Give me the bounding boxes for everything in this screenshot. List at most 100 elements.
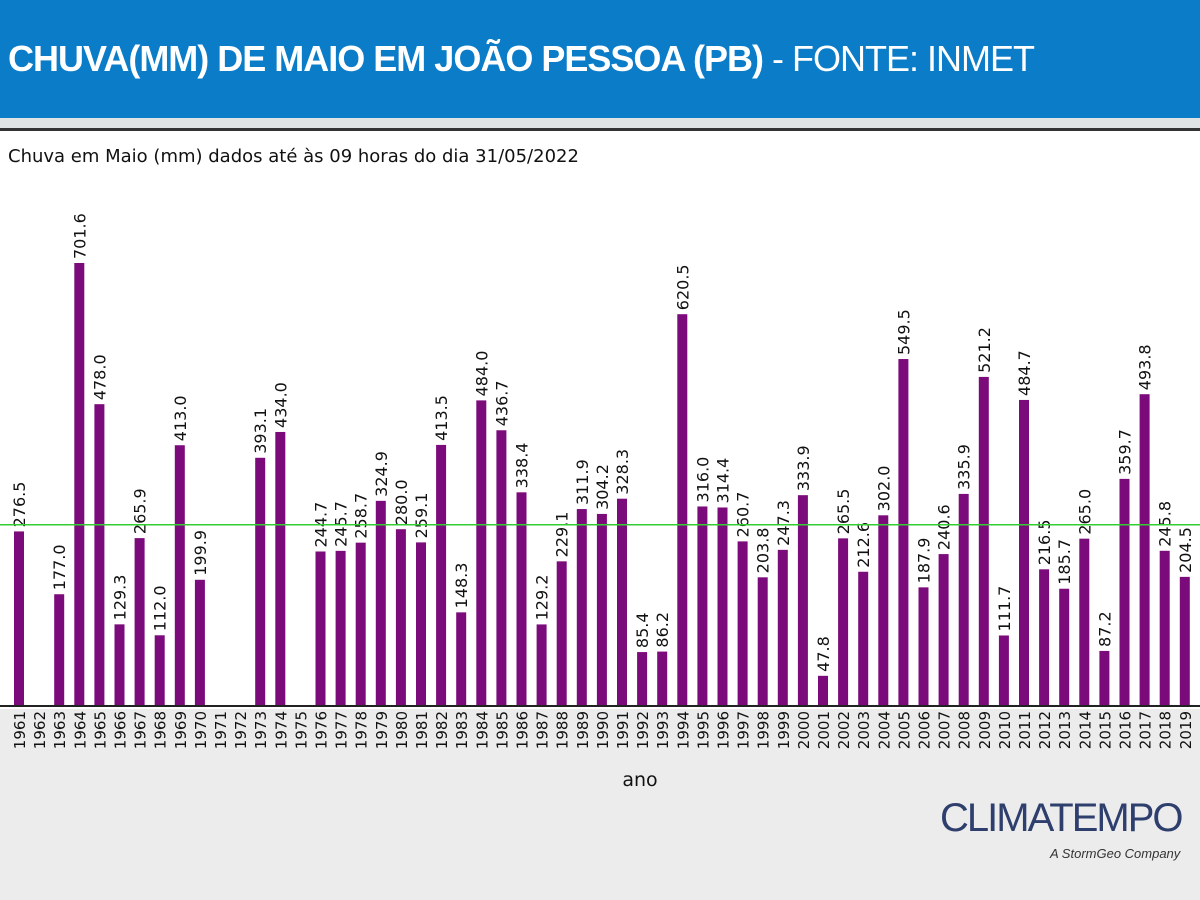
- climatempo-logo: CLIMATEMPO: [940, 796, 1184, 840]
- data-label-2015: 87.2: [1095, 611, 1114, 647]
- x-tick-label-1998: 1998: [755, 711, 773, 749]
- data-label-2017: 493.8: [1136, 344, 1155, 390]
- x-axis-label: ano: [622, 769, 657, 791]
- bar-2010: [998, 635, 1009, 706]
- bar-1994: [677, 314, 688, 706]
- data-label-1963: 177.0: [50, 544, 69, 590]
- bar-1999: [777, 549, 788, 706]
- x-tick-label-1965: 1965: [91, 711, 109, 749]
- bar-2009: [978, 376, 989, 706]
- data-label-1995: 316.0: [693, 457, 712, 503]
- x-tick-label-2018: 2018: [1157, 711, 1175, 749]
- bar-2000: [797, 495, 808, 706]
- page-title: CHUVA(MM) DE MAIO EM JOÃO PESSOA (PB) - …: [8, 38, 1192, 80]
- data-label-1980: 280.0: [392, 479, 411, 525]
- bar-1998: [757, 577, 768, 706]
- x-tick-label-1992: 1992: [634, 711, 652, 749]
- bar-2017: [1139, 394, 1150, 706]
- x-tick-label-1987: 1987: [534, 711, 552, 749]
- data-label-2000: 333.9: [794, 445, 813, 491]
- x-tick-label-2009: 2009: [976, 711, 994, 749]
- data-label-1986: 338.4: [513, 443, 532, 489]
- data-label-2019: 204.5: [1176, 527, 1195, 573]
- data-label-2004: 302.0: [874, 466, 893, 512]
- data-label-2012: 216.5: [1035, 519, 1054, 565]
- x-tick-label-1995: 1995: [694, 711, 712, 749]
- x-tick-label-2015: 2015: [1096, 711, 1114, 749]
- data-label-1970: 199.9: [191, 530, 210, 576]
- data-label-1996: 314.4: [714, 458, 733, 504]
- title-main: CHUVA(MM) DE MAIO EM JOÃO PESSOA (PB): [8, 38, 764, 79]
- bar-2016: [1119, 478, 1130, 706]
- bar-2004: [878, 515, 889, 706]
- data-label-1974: 434.0: [271, 382, 290, 428]
- data-label-1989: 311.9: [573, 459, 592, 505]
- bar-2001: [818, 675, 828, 706]
- x-tick-label-1985: 1985: [493, 711, 511, 749]
- bar-1966: [114, 624, 125, 706]
- x-tick-label-1977: 1977: [333, 711, 351, 749]
- x-tick-label-2008: 2008: [956, 711, 974, 749]
- data-label-2007: 240.6: [935, 504, 954, 550]
- x-tick-label-2019: 2019: [1177, 711, 1195, 749]
- x-tick-label-1973: 1973: [252, 711, 270, 749]
- bar-2013: [1059, 588, 1070, 706]
- data-label-2003: 212.6: [854, 522, 873, 568]
- data-label-2006: 187.9: [915, 538, 934, 584]
- data-label-1992: 85.4: [633, 612, 652, 648]
- x-tick-label-1979: 1979: [373, 711, 391, 749]
- x-tick-label-1961: 1961: [11, 711, 29, 749]
- bar-2012: [1039, 569, 1050, 706]
- header-banner: CHUVA(MM) DE MAIO EM JOÃO PESSOA (PB) - …: [0, 0, 1200, 118]
- bar-1986: [516, 492, 527, 706]
- data-label-2013: 185.7: [1055, 539, 1074, 585]
- x-tick-label-1986: 1986: [514, 711, 532, 749]
- bar-1991: [617, 498, 627, 706]
- bar-1961: [14, 531, 24, 706]
- data-label-1961: 276.5: [10, 482, 29, 528]
- bar-2018: [1159, 550, 1170, 706]
- x-tick-label-2013: 2013: [1056, 711, 1074, 749]
- data-label-1977: 245.7: [332, 501, 351, 547]
- x-tick-label-1966: 1966: [112, 711, 130, 749]
- data-label-1988: 229.1: [553, 512, 572, 558]
- x-tick-label-1993: 1993: [654, 711, 672, 749]
- chart-title: Chuva em Maio (mm) dados até às 09 horas…: [8, 146, 579, 167]
- data-label-1983: 148.3: [452, 563, 471, 609]
- x-tick-label-1997: 1997: [735, 711, 753, 749]
- bar-1973: [255, 457, 266, 706]
- data-label-1991: 328.3: [613, 449, 632, 495]
- bar-1981: [416, 542, 426, 706]
- data-label-1982: 413.5: [432, 395, 451, 441]
- data-label-2014: 265.0: [1075, 489, 1094, 535]
- bar-1987: [536, 624, 547, 706]
- data-label-2001: 47.8: [814, 636, 833, 672]
- bar-1979: [375, 500, 386, 706]
- x-tick-label-2011: 2011: [1016, 711, 1034, 749]
- header-divider: [0, 118, 1200, 131]
- bar-2005: [898, 359, 909, 706]
- x-tick-label-1991: 1991: [614, 711, 632, 749]
- bar-1970: [194, 579, 205, 706]
- title-source: - FONTE: INMET: [763, 38, 1035, 79]
- bar-1982: [436, 444, 447, 706]
- bar-1980: [395, 529, 406, 706]
- x-tick-label-1978: 1978: [353, 711, 371, 749]
- bar-1983: [456, 612, 467, 706]
- x-tick-label-1972: 1972: [232, 711, 250, 749]
- bar-2015: [1099, 650, 1110, 706]
- x-tick-label-2012: 2012: [1036, 711, 1054, 749]
- data-label-1966: 129.3: [111, 575, 130, 621]
- data-label-1998: 203.8: [754, 528, 773, 574]
- x-tick-label-2000: 2000: [795, 711, 813, 749]
- bar-1967: [134, 538, 145, 706]
- data-label-1993: 86.2: [653, 612, 672, 648]
- bar-2014: [1079, 538, 1090, 706]
- x-tick-label-1981: 1981: [413, 711, 431, 749]
- bar-2003: [858, 571, 869, 706]
- bar-1969: [174, 445, 185, 706]
- data-label-1973: 393.1: [251, 408, 270, 454]
- data-label-1965: 478.0: [90, 354, 109, 400]
- bar-2011: [1019, 399, 1029, 706]
- data-label-1979: 324.9: [372, 451, 391, 497]
